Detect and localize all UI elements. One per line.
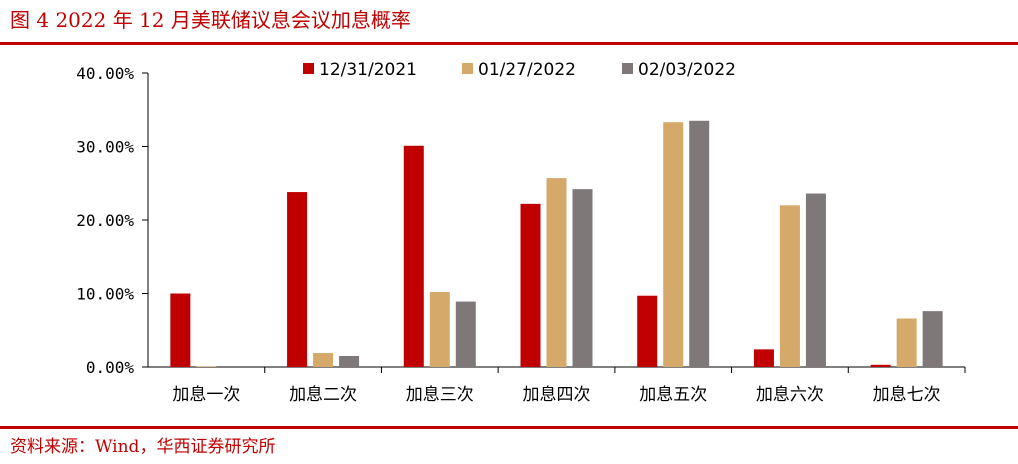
legend-label: 12/31/2021 bbox=[319, 60, 417, 80]
y-tick-label: 20.00% bbox=[76, 211, 134, 230]
bar bbox=[339, 355, 360, 367]
x-tick-label: 加息四次 bbox=[523, 385, 591, 405]
bar bbox=[896, 318, 917, 367]
bar bbox=[429, 292, 450, 367]
bar bbox=[403, 145, 424, 367]
bar bbox=[313, 353, 334, 367]
bar bbox=[870, 364, 891, 367]
bar bbox=[663, 122, 684, 368]
bar bbox=[572, 189, 593, 367]
x-tick-label: 加息二次 bbox=[289, 385, 357, 405]
bar bbox=[753, 349, 774, 367]
bottom-rule bbox=[0, 426, 1018, 429]
bar bbox=[637, 295, 658, 367]
x-tick-label: 加息六次 bbox=[756, 385, 824, 405]
x-tick-label: 加息五次 bbox=[639, 385, 707, 405]
legend-swatch bbox=[622, 63, 633, 74]
legend-swatch bbox=[462, 63, 473, 74]
chart-legend: 12/31/2021 01/27/2022 02/03/2022 bbox=[303, 60, 736, 80]
legend-swatch bbox=[303, 63, 314, 74]
bar bbox=[922, 311, 943, 367]
legend-label: 01/27/2022 bbox=[478, 60, 576, 80]
y-tick-label: 40.00% bbox=[76, 64, 134, 83]
source-note: 资料来源：Wind，华西证券研究所 bbox=[10, 437, 276, 457]
bar bbox=[287, 192, 308, 367]
bar bbox=[455, 301, 476, 367]
y-tick-label: 30.00% bbox=[76, 138, 134, 157]
x-tick-label: 加息七次 bbox=[873, 385, 941, 405]
bar bbox=[546, 178, 567, 367]
y-tick-label: 10.00% bbox=[76, 285, 134, 304]
bar bbox=[196, 366, 217, 367]
bar bbox=[779, 205, 800, 367]
top-rule bbox=[0, 42, 1018, 45]
x-tick-label: 加息一次 bbox=[172, 385, 240, 405]
bar bbox=[689, 120, 710, 368]
x-tick-label: 加息三次 bbox=[406, 385, 474, 405]
bar bbox=[170, 293, 191, 367]
bar bbox=[805, 193, 826, 367]
chart-bars bbox=[170, 120, 943, 368]
bar bbox=[520, 203, 541, 367]
chart-labels: 0.00% 10.00% 20.00% 30.00% 40.00% 加息一次 加息二次 加息三… bbox=[76, 64, 940, 405]
figure-title: 图 4 2022 年 12 月美联储议息会议加息概率 bbox=[10, 8, 411, 32]
legend-label: 02/03/2022 bbox=[638, 60, 736, 80]
y-tick-label: 0.00% bbox=[86, 358, 135, 377]
